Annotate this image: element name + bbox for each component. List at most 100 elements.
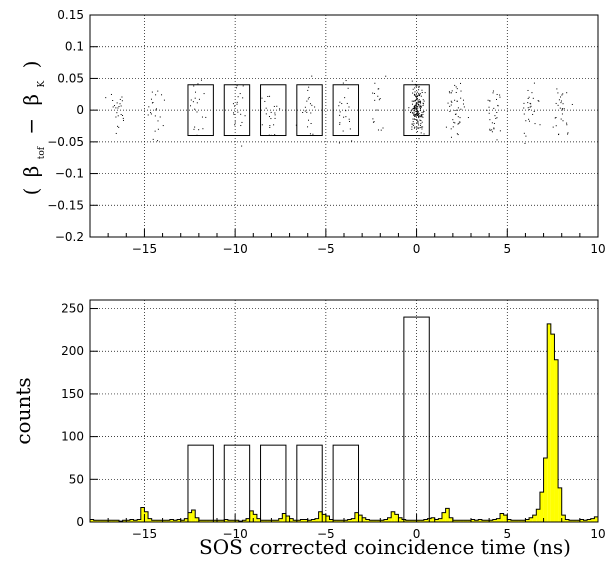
scatter-point [202,128,204,130]
histogram-bar [354,512,359,522]
scatter-point [415,85,417,87]
scatter-point [420,114,422,116]
scatter-point [450,104,452,106]
histogram-bar [405,520,410,522]
scatter-point [556,88,558,90]
histogram-bar [322,514,326,522]
scatter-point [269,125,271,127]
scatter-point [110,78,112,80]
scatter-point [566,124,568,126]
histogram-bar [296,520,301,522]
scatter-point [414,87,416,89]
scatter-point [418,127,420,129]
scatter-point [416,95,418,97]
scatter-point [499,96,501,98]
scatter-point [450,92,452,94]
scatter-point [417,101,419,103]
top-ytick-label: 0.15 [57,8,84,22]
top-frame [89,14,599,238]
scatter-point [416,91,418,93]
scatter-point [267,95,269,97]
scatter-point [373,121,375,123]
scatter-point [338,105,340,107]
scatter-point [422,126,424,128]
scatter-point [448,91,450,93]
scatter-point [345,116,347,118]
scatter-point [115,116,117,118]
scatter-point [422,102,424,104]
histogram-bar [264,520,268,522]
top-selection-box [332,84,360,137]
scatter-point [152,138,154,140]
scatter-point [239,93,241,95]
histogram-bar [293,520,297,522]
bottom-selection-box [223,444,251,523]
scatter-point [116,102,118,104]
scatter-point [150,112,152,114]
scatter-point [418,103,420,105]
scatter-point [416,97,418,99]
scatter-point [416,119,418,121]
top-ytick-label: −0.05 [47,135,84,149]
scatter-point [411,112,413,114]
scatter-point [276,105,278,107]
histogram-bar [206,520,210,522]
histogram-bar [158,520,163,522]
scatter-point [562,109,564,111]
scatter-point [458,121,460,123]
scatter-point [193,128,195,130]
scatter-point [418,89,420,91]
scatter-point [273,105,275,107]
scatter-point [119,98,121,100]
scatter-point [421,128,423,130]
scatter-point [193,85,195,87]
scatter-point [339,114,341,116]
scatter-point [449,92,451,94]
histogram-bar [554,359,559,522]
scatter-point [382,127,384,129]
histogram-bar [195,517,199,522]
scatter-point [418,138,420,140]
histogram-bar [300,519,305,522]
top-selection-box [260,84,287,137]
scatter-point [122,114,124,116]
histogram-bar [547,323,551,522]
scatter-point [537,100,539,102]
scatter-point [309,103,311,105]
bot-ytick-label: 50 [69,472,84,486]
scatter-point [416,111,418,113]
scatter-point [314,106,316,108]
histogram-bar [358,515,363,522]
scatter-point [119,103,121,105]
scatter-point [421,91,423,93]
scatter-point [415,110,417,112]
top-grid [90,15,598,237]
top-ylabel: ( β tof − β K ) [19,61,49,196]
histogram-bar [561,515,566,522]
scatter-point [236,85,238,87]
scatter-point [561,108,563,110]
bot-xtick-label: 10 [590,527,605,541]
scatter-point [414,107,416,109]
scatter-point [377,129,379,131]
scatter-point [496,117,498,119]
histogram-bar [416,520,421,522]
scatter-point [454,99,456,101]
scatter-point [413,113,415,115]
scatter-point [117,107,119,109]
histogram-bar [271,520,276,522]
scatter-point [307,126,309,128]
scatter-point [423,100,425,102]
scatter-point [307,119,309,121]
scatter-point [494,115,496,117]
top-ytick-label: 0.1 [65,40,84,54]
scatter-point [495,117,497,119]
scatter-point [417,103,419,105]
scatter-point [496,98,498,100]
histogram-bar [173,520,178,522]
scatter-point [416,106,418,108]
scatter-point [310,122,312,124]
scatter-point [413,114,415,116]
top-ytick-label: 0 [76,103,84,117]
scatter-point [377,88,379,90]
